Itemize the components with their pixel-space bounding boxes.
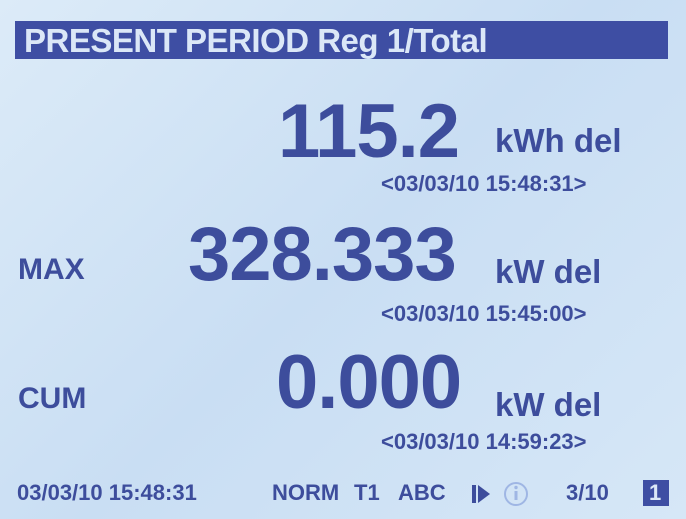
status-phases: ABC — [398, 480, 446, 505]
screen-number: 1 — [649, 480, 662, 505]
status-datetime: 03/03/10 15:48:31 — [17, 480, 197, 505]
info-stem — [514, 491, 518, 500]
reading-timestamp: <03/03/10 14:59:23> — [381, 429, 587, 454]
status-page: 3/10 — [566, 480, 609, 505]
arrow-head — [478, 485, 490, 503]
reading-unit: kWh del — [495, 122, 622, 159]
reading-unit: kW del — [495, 253, 602, 290]
info-dot — [514, 485, 518, 490]
reading-timestamp: <03/03/10 15:48:31> — [381, 171, 587, 196]
reading-label: CUM — [18, 382, 87, 415]
reading-value: 0.000 — [276, 340, 462, 425]
info-icon — [504, 482, 528, 506]
reading-label: MAX — [18, 253, 85, 286]
status-mode: NORM — [272, 480, 340, 505]
screen-number-box — [643, 480, 669, 506]
reading-unit: kW del — [495, 386, 602, 423]
reading-timestamp: <03/03/10 15:45:00> — [381, 301, 587, 326]
arrow-bar — [472, 485, 476, 503]
reading-value: 115.2 — [278, 89, 460, 174]
reading-value: 328.333 — [188, 212, 457, 297]
header-bar — [15, 21, 668, 59]
header-title: PRESENT PERIOD Reg 1/Total — [24, 22, 488, 59]
status-icons — [472, 482, 528, 506]
status-tariff: T1 — [354, 480, 380, 505]
